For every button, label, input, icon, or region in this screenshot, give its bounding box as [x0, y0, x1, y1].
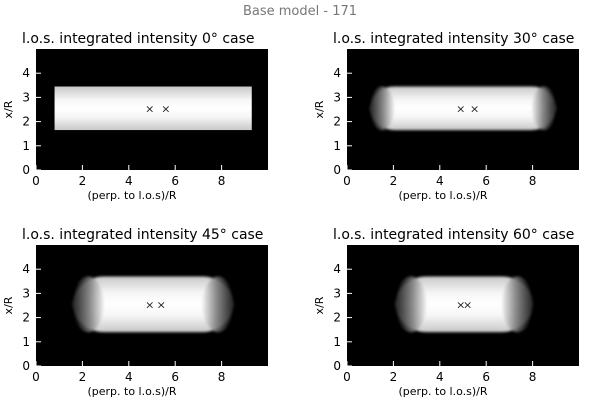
x-axis-label: (perp. to l.o.s)/R [87, 189, 176, 202]
bright-region [395, 276, 533, 333]
y-tick-label: 3 [22, 286, 30, 300]
panel-4: ×× l.o.s. integrated intensity 60° case 0 2… [313, 227, 579, 398]
panel-title: l.o.s. integrated intensity 60° case [333, 227, 574, 243]
x-tick-label: 6 [171, 174, 179, 188]
x-tick-label: 2 [390, 370, 398, 384]
cross-marker-1: × [145, 102, 154, 115]
x-tick-label: 0 [343, 370, 351, 384]
x-tick-label: 4 [125, 370, 133, 384]
x-tick-label: 4 [436, 174, 444, 188]
x-axis-label: (perp. to l.o.s)/R [87, 385, 176, 398]
cross-marker-2: × [157, 298, 166, 311]
y-axis-label: x/R [313, 296, 326, 314]
x-tick-label: 6 [482, 174, 490, 188]
bright-region [54, 86, 252, 131]
x-tick-label: 0 [32, 370, 40, 384]
x-tick-label: 4 [125, 174, 133, 188]
y-tick-label: 0 [22, 359, 30, 373]
x-tick-label: 8 [218, 174, 226, 188]
x-tick-label: 2 [79, 174, 87, 188]
panel-title: l.o.s. integrated intensity 45° case [22, 227, 263, 243]
panel-title: l.o.s. integrated intensity 30° case [333, 31, 574, 47]
cross-marker-1: × [456, 102, 465, 115]
y-tick-label: 0 [22, 163, 30, 177]
figure-suptitle: Base model - 171 [243, 4, 357, 19]
x-tick-label: 6 [171, 370, 179, 384]
x-tick-label: 0 [343, 174, 351, 188]
bright-region [370, 86, 556, 131]
y-tick-label: 4 [333, 262, 341, 276]
panel-2: × × l.o.s. integrated intensity 30° case 0 2… [313, 31, 579, 202]
y-axis-label: x/R [2, 100, 15, 118]
x-tick-label: 8 [529, 370, 537, 384]
y-axis-label: x/R [313, 100, 326, 118]
panel-1: × × l.o.s. integrated intensity 0° case 0 2 4… [2, 31, 268, 202]
y-tick-label: 3 [333, 286, 341, 300]
y-tick-label: 4 [22, 262, 30, 276]
y-tick-label: 2 [333, 311, 341, 325]
y-tick-label: 2 [22, 115, 30, 129]
y-axis-label: x/R [2, 296, 15, 314]
cross-marker-1: × [145, 298, 154, 311]
cross-marker-1: × [456, 298, 465, 311]
cross-marker-2: × [161, 102, 170, 115]
cross-marker-2: × [463, 298, 472, 311]
panel-3: × × l.o.s. integrated intensity 45° case 0 2… [2, 227, 268, 398]
y-tick-label: 1 [22, 335, 30, 349]
x-tick-label: 8 [529, 174, 537, 188]
x-tick-label: 4 [436, 370, 444, 384]
y-tick-label: 1 [22, 139, 30, 153]
y-tick-label: 1 [333, 335, 341, 349]
x-axis-label: (perp. to l.o.s)/R [398, 189, 487, 202]
bright-region [73, 276, 234, 333]
y-tick-label: 2 [333, 115, 341, 129]
y-tick-label: 3 [333, 90, 341, 104]
y-tick-label: 2 [22, 311, 30, 325]
x-tick-label: 6 [482, 370, 490, 384]
x-axis-label: (perp. to l.o.s)/R [398, 385, 487, 398]
y-tick-label: 0 [333, 359, 341, 373]
y-tick-label: 1 [333, 139, 341, 153]
panel-title: l.o.s. integrated intensity 0° case [22, 31, 255, 47]
y-tick-label: 0 [333, 163, 341, 177]
y-tick-label: 3 [22, 90, 30, 104]
cross-marker-2: × [470, 102, 479, 115]
y-tick-label: 4 [22, 66, 30, 80]
x-tick-label: 8 [218, 370, 226, 384]
y-tick-label: 4 [333, 66, 341, 80]
x-tick-label: 0 [32, 174, 40, 188]
x-tick-label: 2 [79, 370, 87, 384]
x-tick-label: 2 [390, 174, 398, 188]
